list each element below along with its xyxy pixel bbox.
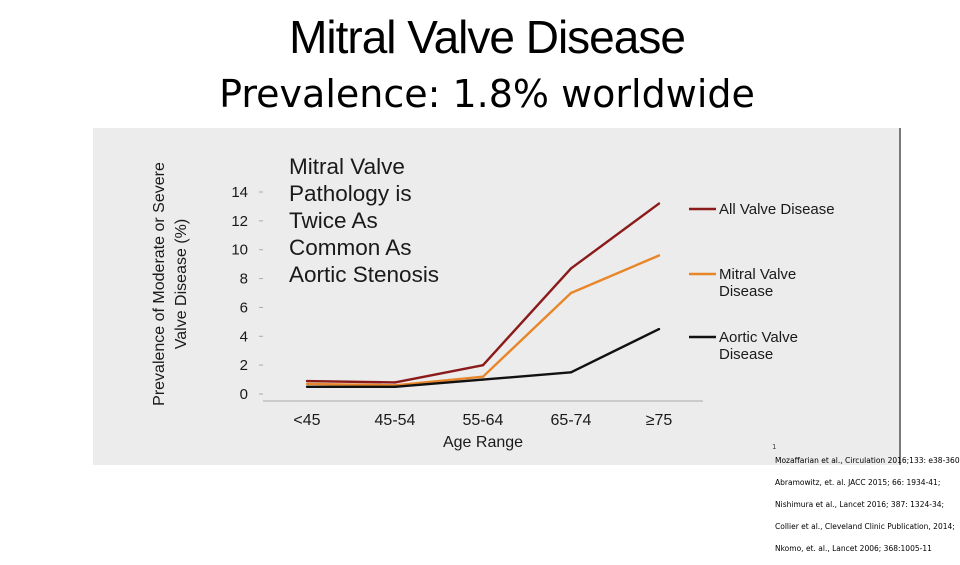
slide-subtitle: Prevalence: 1.8% worldwide (219, 72, 755, 116)
data-point (305, 382, 309, 386)
data-point (305, 379, 309, 383)
data-point (657, 327, 661, 331)
legend-label: Disease (719, 283, 773, 300)
data-point (305, 385, 309, 388)
data-point (393, 385, 397, 388)
reference-item: Collier et al., Cleveland Clinic Publica… (775, 522, 955, 531)
chart-annotation-line: Twice As (289, 208, 378, 233)
data-point (481, 375, 485, 378)
reference-item: Nishimura et al., Lancet 2016; 387: 1324… (775, 500, 945, 509)
x-axis-label: Age Range (443, 434, 523, 451)
chart-annotation-line: Pathology is (289, 181, 412, 206)
y-tick-label: 12 (231, 213, 248, 230)
x-tick-label: 45-54 (375, 412, 416, 429)
chart-figure: 0 2 4 6 8 10 12 14 <45 45-54 55-64 65-74 ≥75 Age Rang… (93, 128, 901, 465)
chart-annotation-line: Common As (289, 235, 412, 260)
references: Mozaffarian et al., Circulation 2016;133… (775, 455, 960, 565)
y-tick-label: 10 (231, 242, 248, 259)
data-point (569, 267, 573, 270)
data-point (569, 291, 573, 295)
series-line (307, 327, 660, 388)
legend-label: Mitral Valve (719, 266, 796, 283)
reference-item: Mozaffarian et al., Circulation 2016;133… (775, 456, 960, 465)
x-tick-label: 55-64 (463, 412, 504, 429)
line-chart: 0 2 4 6 8 10 12 14 <45 45-54 55-64 65-74 ≥75 Age Rang… (151, 128, 901, 465)
y-axis-label: Valve Disease (%) (173, 219, 190, 349)
y-tick-label: 0 (240, 386, 248, 403)
slide-title: Mitral Valve Disease (289, 11, 686, 63)
reference-item: Abramowitz, et. al. JACC 2015; 66: 1934-… (775, 478, 941, 487)
footnote-mark: 1 (772, 443, 777, 451)
data-point (657, 202, 661, 205)
chart-annotation-line: Aortic Stenosis (289, 262, 439, 287)
legend-label: Aortic Valve (719, 329, 798, 346)
y-tick-label: 4 (240, 328, 248, 345)
legend-label: Disease (719, 346, 773, 363)
x-tick-label: 65-74 (551, 412, 592, 429)
data-point (481, 378, 485, 381)
reference-item: Nkomo, et. al., Lancet 2006; 368:1005-11 (775, 544, 932, 553)
data-point (481, 363, 485, 367)
y-tick-label: 8 (240, 271, 248, 288)
data-point (393, 381, 397, 384)
x-tick-label: <45 (293, 412, 320, 429)
legend-label: All Valve Disease (719, 201, 835, 218)
data-point (569, 371, 573, 374)
y-tick-label: 6 (240, 299, 248, 316)
chart-annotation-line: Mitral Valve (289, 154, 405, 179)
y-axis-label: Prevalence of Moderate or Severe (151, 162, 168, 406)
y-tick-label: 14 (231, 184, 248, 201)
y-tick-label: 2 (240, 357, 248, 374)
data-point (657, 254, 661, 257)
x-tick-label: ≥75 (646, 412, 673, 429)
